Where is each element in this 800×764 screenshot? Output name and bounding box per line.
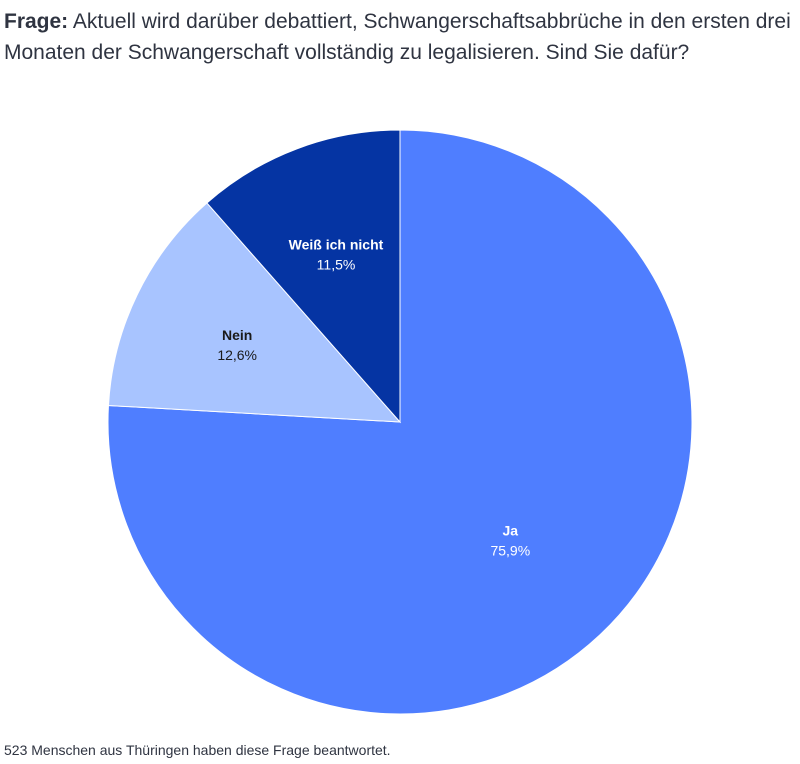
slice-value-weiss-ich-nicht: 11,5% <box>317 257 356 273</box>
pie-chart: Ja 75,9% Nein 12,6% Weiß ich nicht 11,5% <box>0 120 800 730</box>
respondent-count-note: 523 Menschen aus Thüringen haben diese F… <box>4 742 391 758</box>
question-label: Frage: <box>4 10 69 33</box>
question-text: Frage: Aktuell wird darüber debattiert, … <box>4 6 796 68</box>
question-body: Aktuell wird darüber debattiert, Schwang… <box>4 10 791 64</box>
slice-value-nein: 12,6% <box>217 347 257 363</box>
slice-value-ja: 75,9% <box>490 543 530 559</box>
slice-label-weiss-ich-nicht: Weiß ich nicht <box>289 237 384 253</box>
slice-label-nein: Nein <box>222 327 252 343</box>
pie-slice-ja <box>107 129 693 715</box>
pie-chart-svg: Ja 75,9% Nein 12,6% Weiß ich nicht 11,5% <box>107 129 693 715</box>
pie-slice-weiss-ich-nicht <box>206 129 401 424</box>
slice-label-ja: Ja <box>503 523 519 539</box>
pie-slice-nein <box>107 202 402 423</box>
